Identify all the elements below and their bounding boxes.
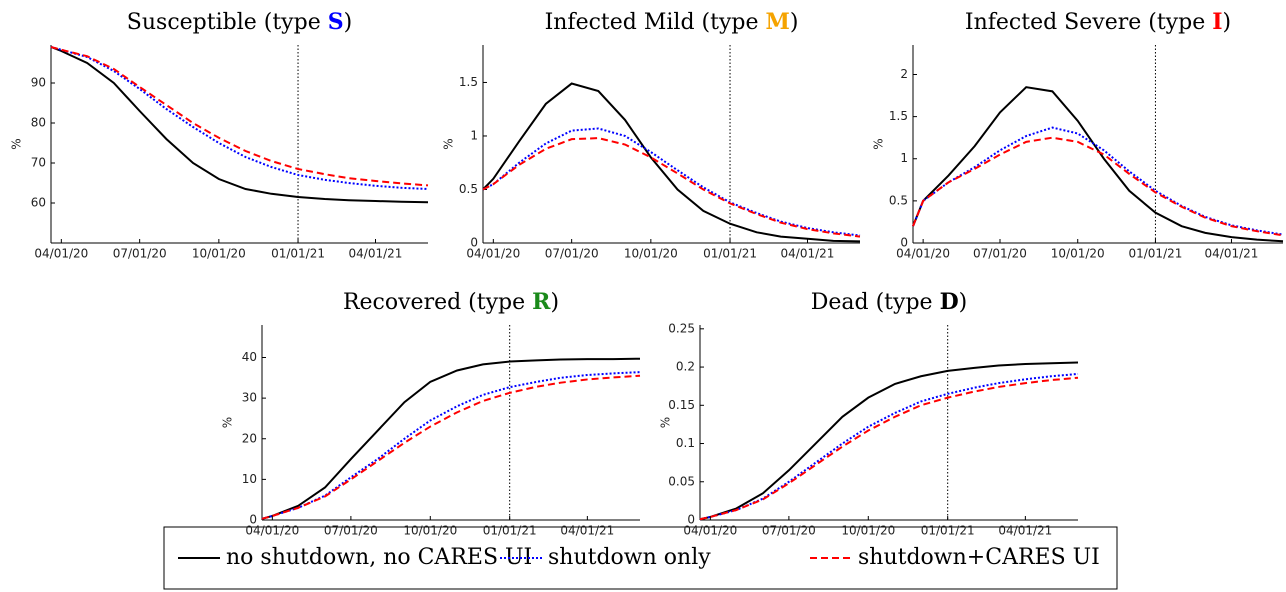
series-line	[912, 86, 1284, 243]
series-line	[482, 137, 861, 238]
y-tick-label: 2	[900, 67, 908, 81]
title-part: Infected Mild (type	[545, 10, 766, 35]
series-line	[50, 46, 429, 190]
y-tick-label: 0	[900, 236, 908, 250]
x-tick-label: 01/01/21	[483, 524, 537, 538]
y-tick-label: 0	[470, 236, 478, 250]
x-tick-label: 01/01/21	[271, 247, 325, 261]
y-tick-label: 80	[31, 116, 46, 130]
series-line	[482, 82, 861, 243]
y-tick-label: 20	[242, 431, 257, 445]
chart-title: Infected Mild (type M)	[545, 9, 799, 35]
x-tick-label: 10/01/20	[403, 524, 457, 538]
title-part: M	[765, 9, 789, 35]
y-tick-label: 60	[31, 196, 46, 210]
x-tick-label: 01/01/21	[703, 247, 757, 261]
y-tick-label: 0.1	[676, 436, 695, 450]
y-tick-label: 1.5	[459, 75, 478, 89]
y-axis-label: %	[442, 138, 456, 149]
y-tick-label: 90	[31, 76, 46, 90]
legend-label: shutdown+CARES UI	[858, 545, 1100, 570]
y-tick-label: 0.25	[668, 321, 695, 335]
x-tick-label: 01/01/21	[1128, 247, 1182, 261]
x-tick-label: 07/01/20	[113, 247, 167, 261]
x-tick-label: 04/01/20	[683, 524, 737, 538]
legend-label: no shutdown, no CARES UI	[226, 545, 532, 570]
chart-title: Susceptible (type S)	[127, 9, 352, 35]
y-tick-label: 0	[249, 513, 257, 527]
chart-title: Infected Severe (type I)	[965, 9, 1231, 35]
y-tick-label: 0.5	[459, 182, 478, 196]
title-part: Susceptible (type	[127, 10, 328, 35]
y-tick-label: 0.15	[668, 398, 695, 412]
legend-box	[163, 526, 1118, 590]
y-axis-label: %	[221, 417, 235, 428]
title-part: D	[940, 289, 959, 315]
series-line	[261, 357, 641, 520]
x-tick-label: 10/01/20	[841, 524, 895, 538]
y-tick-label: 30	[242, 391, 257, 405]
y-tick-label: 0.2	[676, 360, 695, 374]
title-part: Recovered (type	[343, 290, 532, 315]
series-line	[699, 372, 1079, 521]
x-tick-label: 10/01/20	[192, 247, 246, 261]
y-axis-label: %	[872, 138, 886, 149]
series-line	[50, 46, 429, 204]
title-part: Infected Severe (type	[965, 10, 1212, 35]
series-line	[912, 136, 1284, 237]
title-part: R	[532, 289, 551, 315]
y-axis-label: %	[659, 417, 673, 428]
x-tick-label: 04/01/21	[560, 524, 614, 538]
x-tick-label: 04/01/20	[34, 247, 88, 261]
x-tick-label: 10/01/20	[1051, 247, 1105, 261]
series-line	[261, 371, 641, 520]
y-tick-label: 0	[687, 513, 695, 527]
x-tick-label: 04/01/21	[1205, 247, 1259, 261]
title-part: S	[328, 9, 344, 35]
series-line	[261, 374, 641, 520]
legend-label: shutdown only	[548, 545, 711, 570]
y-tick-label: 40	[242, 350, 257, 364]
y-tick-label: 1	[470, 128, 478, 142]
title-part: Dead (type	[811, 290, 940, 315]
series-line	[699, 376, 1079, 521]
y-tick-label: 10	[242, 472, 257, 486]
x-tick-label: 04/01/21	[781, 247, 835, 261]
chart-title: Recovered (type R)	[343, 289, 559, 315]
y-tick-label: 1	[900, 151, 908, 165]
x-tick-label: 07/01/20	[324, 524, 378, 538]
series-line	[50, 46, 429, 187]
series-line	[482, 127, 861, 237]
title-part: )	[1223, 10, 1232, 35]
x-tick-label: 07/01/20	[762, 524, 816, 538]
x-tick-label: 10/01/20	[624, 247, 678, 261]
y-axis-label: %	[10, 138, 24, 149]
x-tick-label: 07/01/20	[973, 247, 1027, 261]
x-tick-label: 04/01/20	[466, 247, 520, 261]
x-tick-label: 07/01/20	[545, 247, 599, 261]
x-tick-label: 04/01/20	[245, 524, 299, 538]
chart-title: Dead (type D)	[811, 289, 967, 315]
y-tick-label: 0.5	[889, 193, 908, 207]
y-tick-label: 0.05	[668, 474, 695, 488]
series-line	[912, 126, 1284, 236]
x-tick-label: 04/01/21	[998, 524, 1052, 538]
title-part: I	[1212, 9, 1222, 35]
x-tick-label: 04/01/21	[349, 247, 403, 261]
y-tick-label: 1.5	[889, 109, 908, 123]
y-tick-label: 70	[31, 156, 46, 170]
x-tick-label: 01/01/21	[921, 524, 975, 538]
x-tick-label: 04/01/20	[896, 247, 950, 261]
series-line	[699, 361, 1079, 521]
title-part: )	[790, 10, 799, 35]
title-part: )	[959, 290, 968, 315]
title-part: )	[344, 10, 353, 35]
title-part: )	[550, 290, 559, 315]
